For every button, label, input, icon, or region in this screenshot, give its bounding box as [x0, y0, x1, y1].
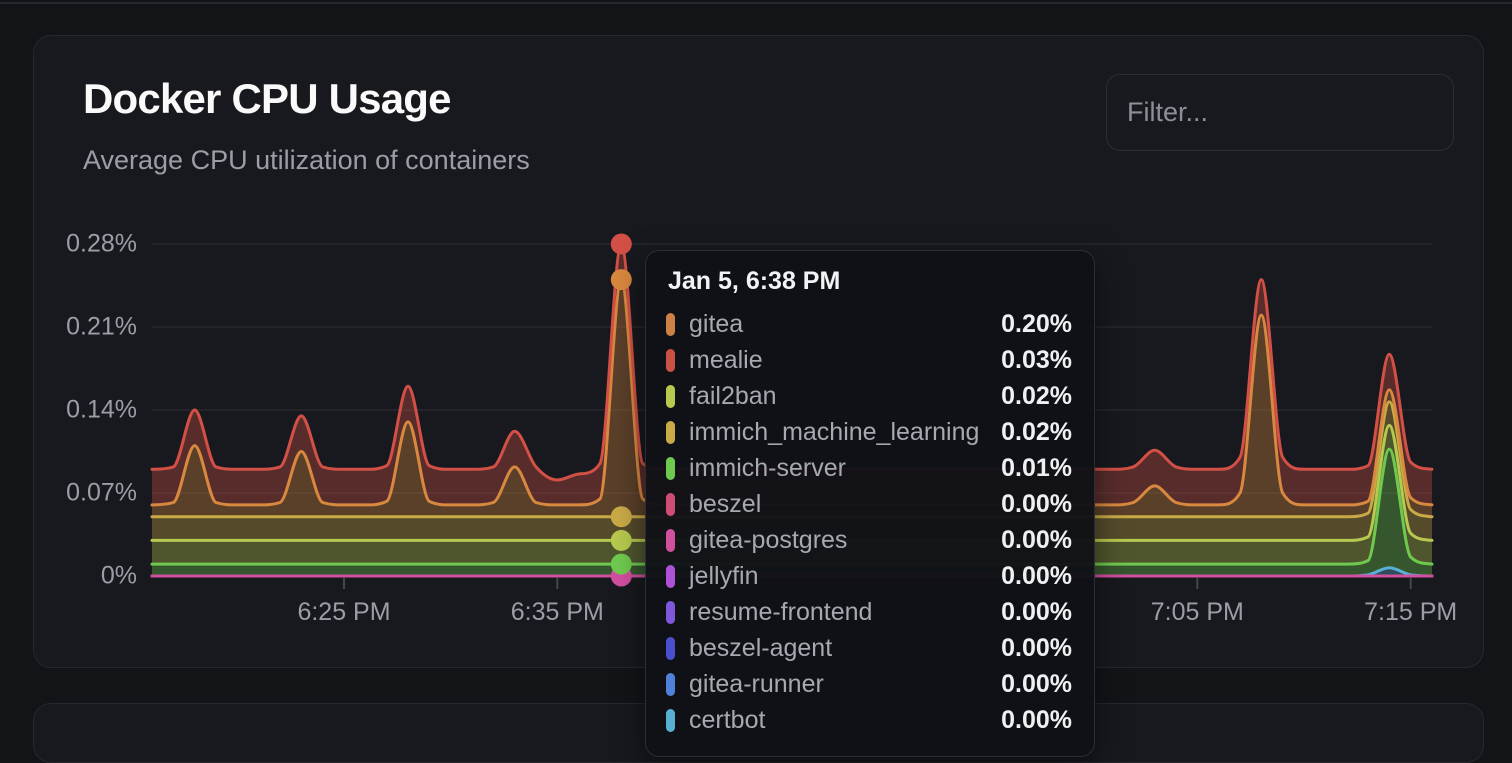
series-color-marker: [666, 420, 675, 444]
series-name: gitea-postgres: [689, 525, 848, 554]
series-name: jellyfin: [689, 561, 759, 590]
series-color-marker: [666, 708, 675, 732]
series-value: 0.20%: [1001, 309, 1072, 338]
series-name: mealie: [689, 345, 763, 374]
y-axis-label: 0.07%: [66, 478, 137, 507]
series-name: certbot: [689, 705, 766, 734]
series-value: 0.00%: [1001, 489, 1072, 518]
x-axis-label: 6:35 PM: [510, 598, 604, 626]
series-value: 0.03%: [1001, 345, 1072, 374]
tooltip-row: gitea-postgres 0.00%: [666, 522, 1072, 558]
series-color-marker: [666, 456, 675, 480]
series-value: 0.00%: [1001, 669, 1072, 698]
series-color-marker: [666, 564, 675, 588]
series-value: 0.00%: [1001, 525, 1072, 554]
series-name: resume-frontend: [689, 597, 873, 626]
tooltip-row: fail2ban 0.02%: [666, 378, 1072, 414]
tooltip-title: Jan 5, 6:38 PM: [668, 267, 841, 295]
series-color-marker: [666, 600, 675, 624]
series-value: 0.02%: [1001, 381, 1072, 410]
series-name: gitea-runner: [689, 669, 824, 698]
series-color-marker: [666, 636, 675, 660]
series-color-marker: [666, 492, 675, 516]
series-value: 0.00%: [1001, 705, 1072, 734]
series-value: 0.00%: [1001, 561, 1072, 590]
series-name: fail2ban: [689, 381, 777, 410]
tooltip-row: certbot 0.00%: [666, 702, 1072, 738]
x-axis-label: 7:05 PM: [1150, 598, 1244, 626]
tooltip-row: beszel 0.00%: [666, 486, 1072, 522]
chart-tooltip: Jan 5, 6:38 PM gitea 0.20% mealie 0.03% fail…: [645, 250, 1095, 757]
tooltip-row: resume-frontend 0.00%: [666, 594, 1072, 630]
page-subtitle: Average CPU utilization of containers: [83, 145, 530, 175]
series-value: 0.01%: [1001, 453, 1072, 482]
page-title: Docker CPU Usage: [83, 75, 451, 122]
x-axis-label: 6:25 PM: [297, 598, 391, 626]
x-axis-label: 7:15 PM: [1364, 598, 1458, 626]
series-name: immich-server: [689, 453, 846, 482]
series-color-marker: [666, 528, 675, 552]
series-name: immich_machine_learning: [689, 417, 980, 446]
series-name: beszel: [689, 489, 762, 518]
tooltip-row: immich-server 0.01%: [666, 450, 1072, 486]
series-value: 0.00%: [1001, 597, 1072, 626]
series-color-marker: [666, 348, 675, 372]
y-axis-label: 0.28%: [66, 229, 137, 258]
series-color-marker: [666, 384, 675, 408]
filter-input[interactable]: [1106, 74, 1454, 151]
previous-card-bottom-edge: [0, 2, 1512, 4]
series-name: gitea: [689, 309, 744, 338]
tooltip-row: gitea 0.20%: [666, 306, 1072, 342]
tooltip-row: immich_machine_learning 0.02%: [666, 414, 1072, 450]
tooltip-row: gitea-runner 0.00%: [666, 666, 1072, 702]
y-axis-label: 0%: [100, 561, 137, 590]
tooltip-rows: gitea 0.20% mealie 0.03% fail2ban 0.02% immich…: [666, 306, 1072, 738]
tooltip-row: jellyfin 0.00%: [666, 558, 1072, 594]
tooltip-row: mealie 0.03%: [666, 342, 1072, 378]
series-value: 0.02%: [1001, 417, 1072, 446]
series-color-marker: [666, 672, 675, 696]
tooltip-row: beszel-agent 0.00%: [666, 630, 1072, 666]
y-axis-label: 0.21%: [66, 312, 137, 341]
series-value: 0.00%: [1001, 633, 1072, 662]
y-axis-label: 0.14%: [66, 395, 137, 424]
series-name: beszel-agent: [689, 633, 833, 662]
series-color-marker: [666, 312, 675, 336]
